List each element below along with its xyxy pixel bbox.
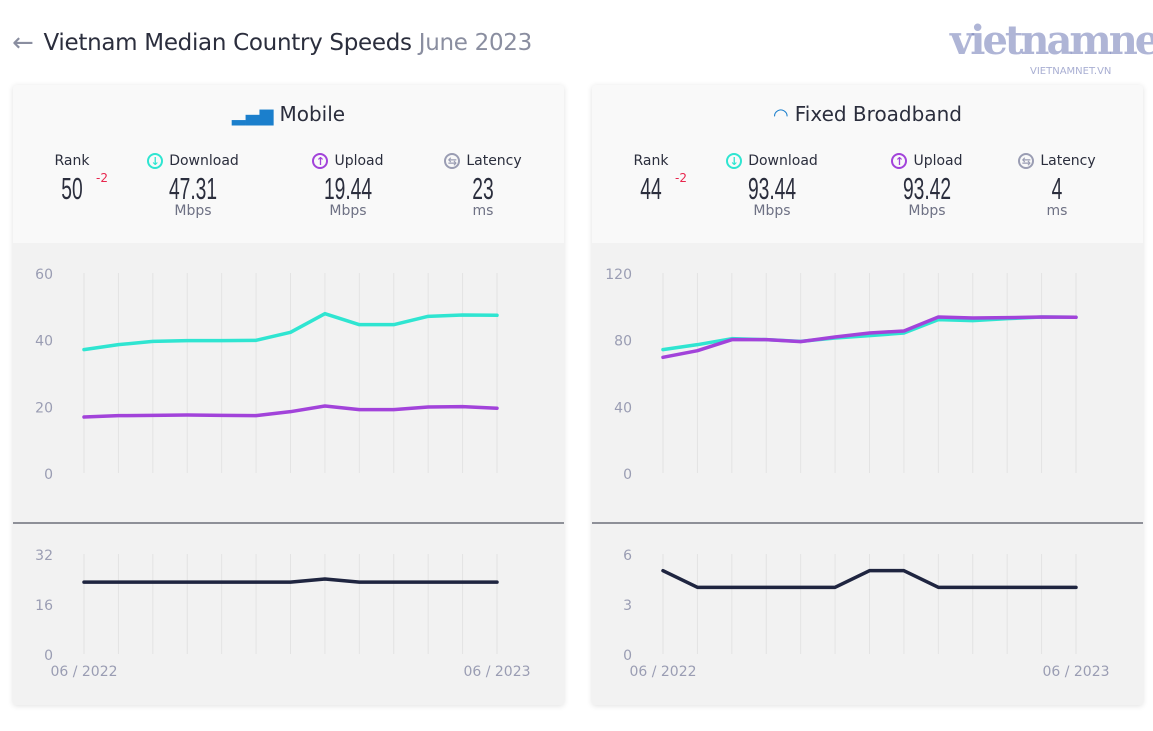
y-tick-label: 0 — [623, 467, 632, 483]
card-header: ◠ Fixed Broadband Rank 44 -2 ↓ Download 93… — [592, 85, 1143, 243]
upload-metric: ↑ Upload 19.44 Mbps — [293, 153, 403, 219]
y-tick-label: 3 — [623, 598, 632, 614]
rank-change: -2 — [675, 171, 687, 185]
latency-value: 23 — [472, 171, 494, 206]
x-tick-label: 06 / 2022 — [50, 664, 117, 680]
y-tick-label: 32 — [35, 548, 53, 564]
x-tick-label: 06 / 2023 — [463, 664, 530, 680]
arrow-left-icon[interactable]: ← — [12, 28, 34, 58]
latency-icon: ⇆ — [444, 153, 461, 169]
card-title: ▂▄▆ Mobile — [13, 102, 564, 126]
upload-label: Upload — [913, 153, 963, 169]
rank-metric: Rank 44 — [630, 153, 672, 207]
card-title-text: Fixed Broadband — [794, 102, 962, 126]
page-date: June 2023 — [418, 30, 533, 56]
card-title: ◠ Fixed Broadband — [592, 102, 1143, 126]
y-tick-label: 6 — [623, 548, 632, 564]
series-line-upload — [82, 404, 499, 419]
y-tick-label: 40 — [614, 400, 632, 416]
signal-bars-icon: ▂▄▆ — [231, 105, 274, 126]
upload-value: 19.44 — [323, 171, 373, 206]
download-label: Download — [169, 153, 239, 169]
download-arrow-icon: ↓ — [147, 153, 164, 169]
x-tick-label: 06 / 2023 — [1042, 664, 1109, 680]
download-value: 93.44 — [747, 171, 797, 206]
series-line-download — [82, 311, 499, 352]
rank-label: Rank — [54, 153, 90, 169]
latency-unit: ms — [472, 203, 494, 219]
latency-icon: ⇆ — [1018, 153, 1035, 169]
rank-change: -2 — [96, 171, 108, 185]
download-metric: ↓ Download 93.44 Mbps — [717, 153, 827, 219]
download-label: Download — [748, 153, 818, 169]
fixed-broadband-card: ◠ Fixed Broadband Rank 44 -2 ↓ Download 93… — [592, 85, 1143, 705]
y-tick-label: 0 — [623, 648, 632, 664]
x-tick-label: 06 / 2022 — [629, 664, 696, 680]
download-metric: ↓ Download 47.31 Mbps — [138, 153, 248, 219]
watermark-logo: vietnamnet — [950, 17, 1153, 64]
series-line-latency — [82, 577, 499, 584]
y-tick-label: 60 — [35, 267, 53, 283]
latency-unit: ms — [1046, 203, 1068, 219]
rank-metric: Rank 50 — [51, 153, 93, 207]
download-value: 47.31 — [168, 171, 218, 206]
rank-label: Rank — [633, 153, 669, 169]
wifi-icon: ◠ — [773, 105, 789, 126]
latency-label: Latency — [466, 153, 522, 169]
page-title: Vietnam Median Country Speeds — [43, 30, 413, 56]
series-line-latency — [661, 568, 1078, 590]
y-tick-label: 16 — [35, 598, 53, 614]
upload-unit: Mbps — [329, 203, 367, 219]
rank-value: 50 — [61, 171, 83, 206]
download-arrow-icon: ↓ — [726, 153, 743, 169]
upload-arrow-icon: ↑ — [312, 153, 329, 169]
y-tick-label: 0 — [44, 648, 53, 664]
card-header: ▂▄▆ Mobile Rank 50 -2 ↓ Download 47.31 Mbp… — [13, 85, 564, 243]
download-unit: Mbps — [174, 203, 212, 219]
page-header: ← Vietnam Median Country Speeds June 202… — [12, 28, 532, 58]
latency-metric: ⇆ Latency 4 ms — [1007, 153, 1107, 219]
upload-label: Upload — [334, 153, 384, 169]
card-title-text: Mobile — [279, 102, 346, 126]
y-tick-label: 80 — [614, 334, 632, 350]
upload-metric: ↑ Upload 93.42 Mbps — [872, 153, 982, 219]
y-tick-label: 40 — [35, 334, 53, 350]
y-tick-label: 0 — [44, 467, 53, 483]
latency-label: Latency — [1040, 153, 1096, 169]
mobile-card: ▂▄▆ Mobile Rank 50 -2 ↓ Download 47.31 Mbp… — [13, 85, 564, 705]
watermark-url: VIETNAMNET.VN — [1030, 66, 1112, 77]
upload-arrow-icon: ↑ — [891, 153, 908, 169]
upload-unit: Mbps — [908, 203, 946, 219]
series-line-upload — [661, 315, 1078, 360]
upload-value: 93.42 — [902, 171, 952, 206]
y-tick-label: 20 — [35, 400, 53, 416]
mobile-charts: 0 20 40 60 0 16 32 06 / 2022 06 / 2023 — [13, 267, 564, 680]
fixed-charts: 0 40 80 120 0 3 6 06 / 2022 06 / 2023 — [592, 267, 1143, 680]
latency-value: 4 — [1051, 171, 1063, 206]
y-tick-label: 120 — [605, 267, 632, 283]
rank-value: 44 — [640, 171, 662, 206]
latency-metric: ⇆ Latency 23 ms — [433, 153, 533, 219]
download-unit: Mbps — [753, 203, 791, 219]
